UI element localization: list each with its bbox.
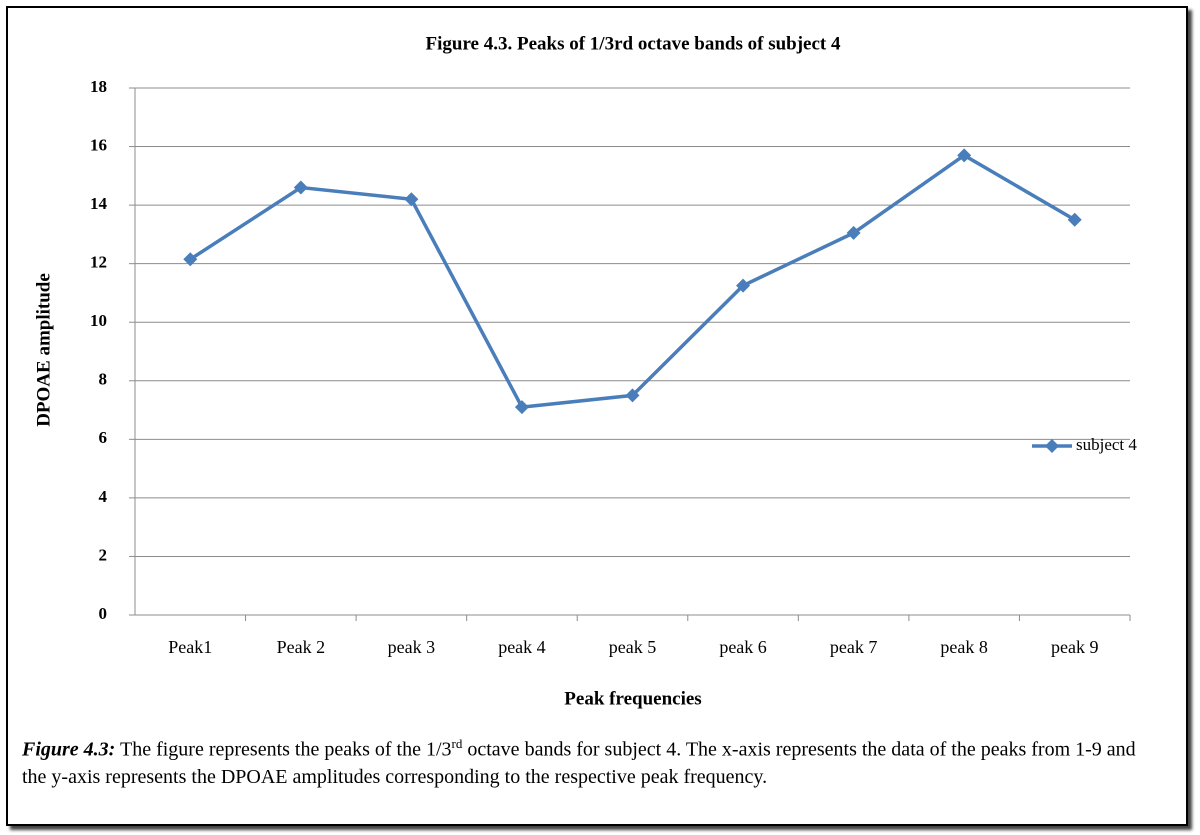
y-tick-label: 18 [90, 77, 107, 96]
y-tick-label: 8 [99, 370, 108, 389]
x-axis-title: Peak frequencies [564, 688, 701, 709]
marker [846, 225, 861, 240]
y-tick-label: 6 [99, 428, 108, 447]
y-tick-label: 12 [90, 253, 107, 272]
marker [514, 400, 529, 415]
y-tick-label: 2 [99, 545, 108, 564]
marker [293, 180, 308, 195]
marker [183, 252, 198, 267]
marker [404, 192, 419, 207]
marker [736, 278, 751, 293]
caption-text: The figure represents the peaks of the 1… [119, 738, 452, 761]
x-tick-label: peak 3 [388, 637, 435, 657]
legend-marker [1045, 439, 1059, 453]
x-tick-label: peak 5 [609, 637, 656, 657]
x-tick-label: Peak1 [168, 637, 212, 657]
y-tick-label: 16 [90, 135, 107, 154]
y-axis-title: DPOAE amplitude [33, 273, 54, 427]
chart-title: Figure 4.3. Peaks of 1/3rd octave bands … [426, 33, 841, 54]
series-line [189, 153, 1076, 409]
x-tick-label: peak 6 [719, 637, 766, 657]
frame [6, 6, 1188, 826]
x-tick-label: Peak 2 [277, 637, 326, 657]
y-tick-label: 4 [99, 487, 108, 506]
marker [625, 388, 640, 403]
marker [1067, 212, 1082, 227]
y-tick-label: 0 [99, 604, 108, 623]
x-tick-label: peak 4 [498, 637, 545, 657]
x-tick-label: peak 7 [830, 637, 877, 657]
caption-label: Figure 4.3: [22, 738, 116, 761]
legend-label: subject 4 [1076, 435, 1137, 454]
marker [957, 148, 972, 163]
caption: Figure 4.3: The figure represents the pe… [22, 730, 1162, 791]
y-tick-label: 10 [90, 311, 107, 330]
caption-text: octave bands for subject 4. The x-axis r… [22, 738, 1136, 788]
caption-superscript: rd [451, 736, 463, 751]
y-tick-label: 14 [90, 194, 108, 213]
x-tick-label: peak 9 [1051, 637, 1098, 657]
x-tick-label: peak 8 [940, 637, 987, 657]
